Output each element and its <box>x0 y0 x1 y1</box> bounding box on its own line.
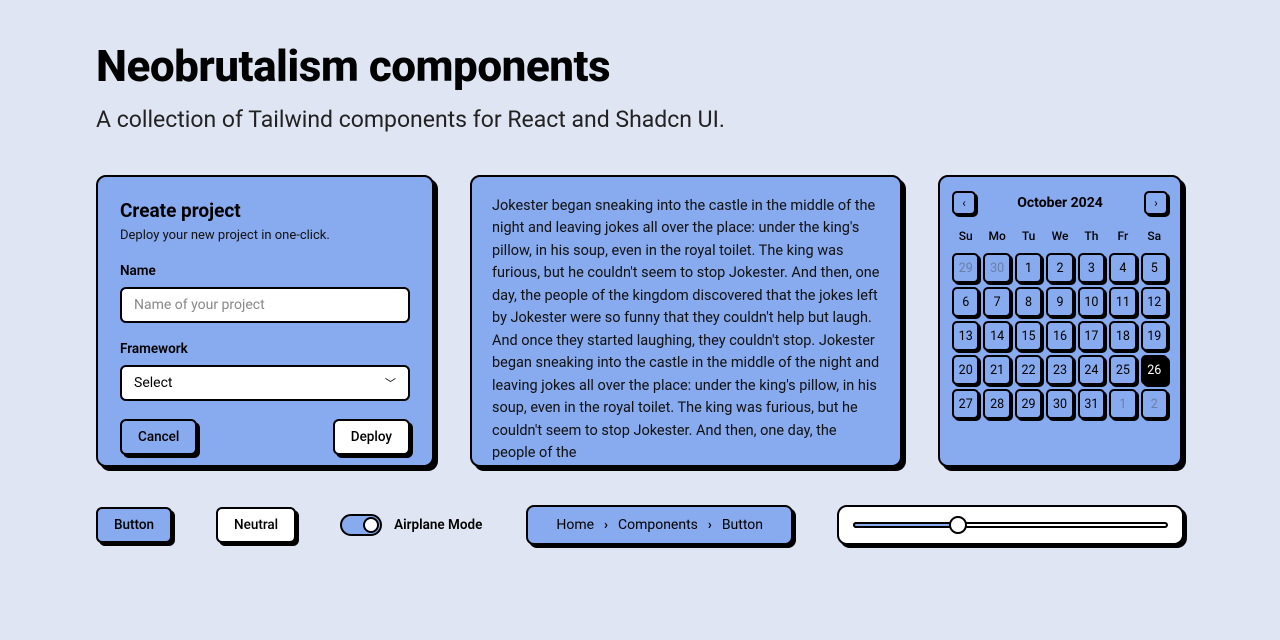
chevron-right-icon: › <box>1154 196 1158 210</box>
calendar-day[interactable]: 14 <box>983 321 1010 351</box>
calendar-day[interactable]: 23 <box>1046 355 1073 385</box>
toggle-label: Airplane Mode <box>394 517 482 533</box>
calendar-day[interactable]: 1 <box>1109 389 1136 419</box>
card-description: Deploy your new project in one-click. <box>120 228 410 243</box>
page-title: Neobrutalism components <box>96 40 1184 92</box>
calendar-day[interactable]: 1 <box>1015 253 1042 283</box>
framework-value: Select <box>134 375 172 391</box>
slider[interactable] <box>837 505 1184 545</box>
calendar-day[interactable]: 28 <box>983 389 1010 419</box>
calendar-day[interactable]: 16 <box>1046 321 1073 351</box>
calendar-day[interactable]: 2 <box>1046 253 1073 283</box>
chevron-right-icon: › <box>708 518 712 533</box>
calendar-day[interactable]: 7 <box>983 287 1010 317</box>
page-subtitle: A collection of Tailwind components for … <box>96 106 1184 133</box>
calendar-day[interactable]: 20 <box>952 355 979 385</box>
primary-button[interactable]: Button <box>96 507 172 543</box>
calendar-day[interactable]: 4 <box>1109 253 1136 283</box>
calendar-day[interactable]: 9 <box>1046 287 1073 317</box>
calendar-day[interactable]: 30 <box>1046 389 1073 419</box>
calendar-month-label: October 2024 <box>1017 195 1103 211</box>
toggle-knob-icon <box>363 517 379 533</box>
slider-fill <box>853 522 960 528</box>
calendar-day[interactable]: 27 <box>952 389 979 419</box>
calendar-day[interactable]: 10 <box>1078 287 1105 317</box>
calendar-day[interactable]: 24 <box>1078 355 1105 385</box>
airplane-mode-toggle[interactable] <box>340 514 382 536</box>
calendar-day[interactable]: 26 <box>1141 355 1168 385</box>
calendar-day[interactable]: 2 <box>1141 389 1168 419</box>
calendar-day[interactable]: 22 <box>1015 355 1042 385</box>
calendar-day[interactable]: 21 <box>983 355 1010 385</box>
calendar-day[interactable]: 13 <box>952 321 979 351</box>
calendar-dow: Su <box>952 225 979 249</box>
calendar: ‹ October 2024 › SuMoTuWeThFrSa293012345… <box>938 175 1182 467</box>
name-label: Name <box>120 263 410 279</box>
calendar-day[interactable]: 29 <box>1015 389 1042 419</box>
calendar-day[interactable]: 18 <box>1109 321 1136 351</box>
breadcrumb-item[interactable]: Components <box>618 517 698 533</box>
calendar-dow: Sa <box>1141 225 1168 249</box>
framework-label: Framework <box>120 341 410 357</box>
framework-select[interactable]: Select ﹀ <box>120 365 410 401</box>
calendar-day[interactable]: 3 <box>1078 253 1105 283</box>
calendar-dow: Tu <box>1015 225 1042 249</box>
calendar-day[interactable]: 15 <box>1015 321 1042 351</box>
cancel-button[interactable]: Cancel <box>120 419 197 455</box>
calendar-dow: Fr <box>1109 225 1136 249</box>
breadcrumb-item[interactable]: Home <box>556 517 594 533</box>
name-input[interactable] <box>120 287 410 323</box>
calendar-dow: Th <box>1078 225 1105 249</box>
card-title: Create project <box>120 199 410 222</box>
calendar-day[interactable]: 25 <box>1109 355 1136 385</box>
breadcrumb: Home › Components › Button <box>526 505 793 545</box>
chevron-right-icon: › <box>604 518 608 533</box>
calendar-day[interactable]: 17 <box>1078 321 1105 351</box>
story-panel: Jokester began sneaking into the castle … <box>470 175 902 467</box>
chevron-down-icon: ﹀ <box>385 375 396 391</box>
create-project-card: Create project Deploy your new project i… <box>96 175 434 467</box>
calendar-day[interactable]: 8 <box>1015 287 1042 317</box>
calendar-day[interactable]: 29 <box>952 253 979 283</box>
chevron-left-icon: ‹ <box>962 196 966 210</box>
calendar-next-button[interactable]: › <box>1144 191 1168 215</box>
breadcrumb-item[interactable]: Button <box>722 517 763 533</box>
calendar-day[interactable]: 31 <box>1078 389 1105 419</box>
calendar-day[interactable]: 6 <box>952 287 979 317</box>
calendar-day[interactable]: 19 <box>1141 321 1168 351</box>
calendar-dow: Mo <box>983 225 1010 249</box>
neutral-button[interactable]: Neutral <box>216 507 296 543</box>
calendar-dow: We <box>1046 225 1073 249</box>
calendar-prev-button[interactable]: ‹ <box>952 191 976 215</box>
calendar-day[interactable]: 11 <box>1109 287 1136 317</box>
calendar-day[interactable]: 5 <box>1141 253 1168 283</box>
slider-thumb[interactable] <box>949 516 967 534</box>
calendar-day[interactable]: 12 <box>1141 287 1168 317</box>
calendar-day[interactable]: 30 <box>983 253 1010 283</box>
deploy-button[interactable]: Deploy <box>333 419 410 455</box>
